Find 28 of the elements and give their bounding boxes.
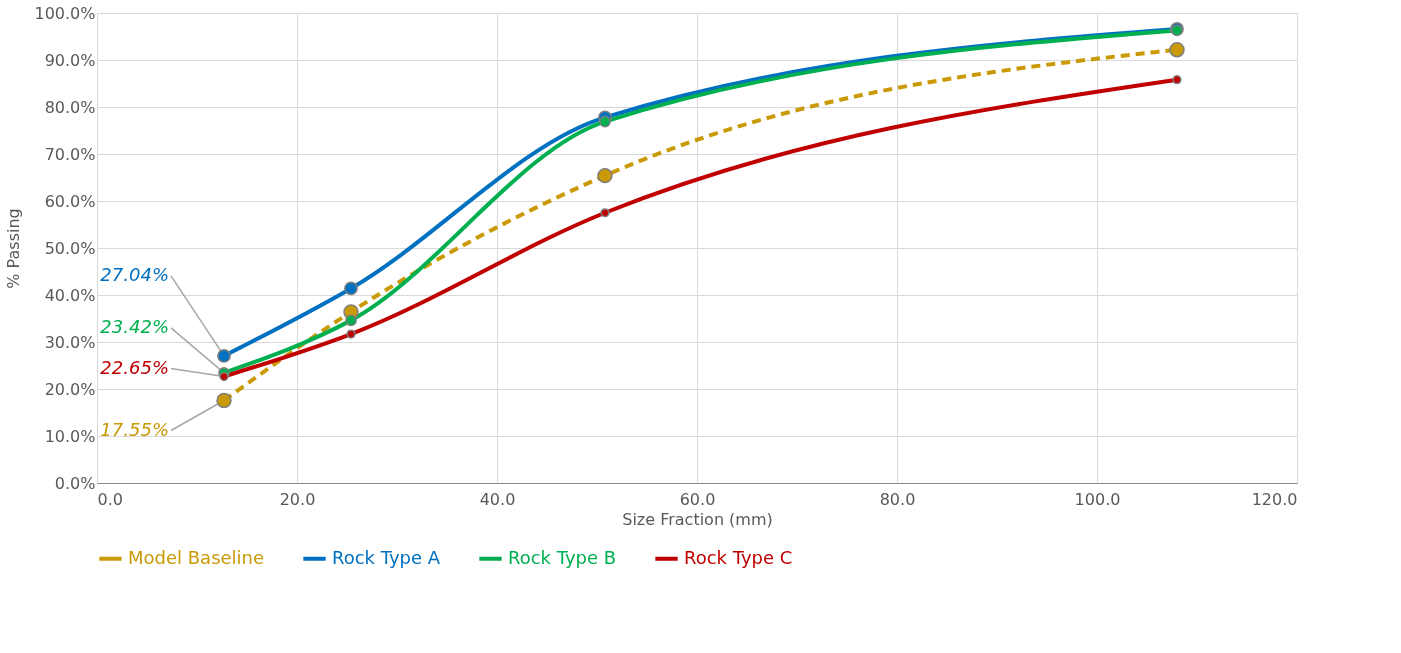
legend-label: Rock Type B <box>508 546 617 568</box>
data-label: 27.04% <box>100 263 169 285</box>
y-tick-label: 20.0% <box>44 379 96 399</box>
legend-label: Rock Type A <box>332 546 441 568</box>
y-tick-label: 10.0% <box>44 426 96 446</box>
y-tick-label: 70.0% <box>44 144 96 164</box>
legend-label: Model Baseline <box>128 546 265 568</box>
data-label: 17.55% <box>100 418 169 440</box>
y-tick-label: 30.0% <box>44 332 96 352</box>
y-tick-label: 90.0% <box>44 50 96 70</box>
x-tick-label: 100.0 <box>1074 489 1121 509</box>
legend-label: Rock Type C <box>684 546 793 568</box>
y-tick-label: 60.0% <box>44 191 96 211</box>
y-tick-label: 0.0% <box>54 473 96 493</box>
x-tick-label: 40.0 <box>479 489 516 509</box>
y-tick-label: 40.0% <box>44 285 96 305</box>
y-tick-label: 50.0% <box>44 238 96 258</box>
x-axis-title: Size Fraction (mm) <box>622 509 773 529</box>
y-axis-title: % Passing <box>4 208 24 289</box>
x-tick-label: 120.0 <box>1251 489 1298 509</box>
x-tick-label: 0.0 <box>97 489 123 509</box>
x-tick-label: 20.0 <box>279 489 316 509</box>
y-tick-label: 100.0% <box>34 3 96 23</box>
x-tick-label: 80.0 <box>879 489 916 509</box>
y-tick-label: 80.0% <box>44 97 96 117</box>
x-tick-label: 60.0 <box>679 489 716 509</box>
data-label: 22.65% <box>100 356 169 378</box>
data-label: 23.42% <box>100 315 169 337</box>
